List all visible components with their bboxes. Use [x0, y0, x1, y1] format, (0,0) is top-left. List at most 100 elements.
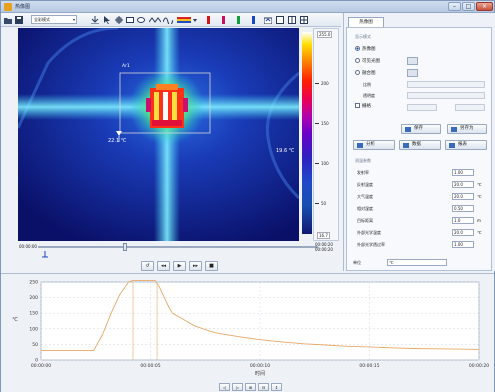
data-point: [119, 294, 121, 295]
y-axis-label: ℃: [12, 317, 18, 323]
crosshair-icon[interactable]: [115, 16, 123, 24]
data-button[interactable]: 数据: [399, 140, 441, 150]
transparency-input: [407, 92, 485, 99]
timeline-track[interactable]: [38, 246, 318, 248]
palette-icon[interactable]: [177, 16, 191, 24]
report-button[interactable]: 报表: [445, 140, 487, 150]
open-icon[interactable]: [4, 16, 12, 24]
param-label-humidity: 相对湿度: [357, 206, 373, 211]
red-marker-icon[interactable]: [206, 16, 211, 24]
thermal-image-view[interactable]: Ar1 22.1 ℃ 19.6 ℃: [18, 28, 299, 241]
title-bar: 热像图 – □ ×: [1, 1, 494, 13]
radio-thermal[interactable]: 热像图: [355, 46, 376, 52]
data-point: [456, 348, 458, 350]
data-point: [204, 329, 206, 331]
y-tick-label: 100: [29, 326, 38, 332]
data-point: [58, 350, 59, 351]
grid-checkbox[interactable]: 栅格: [355, 103, 371, 109]
data-point: [259, 339, 261, 341]
x-axis-label: 时间: [255, 370, 265, 377]
y-tick-label: 150: [29, 311, 38, 317]
zoom-in-button[interactable]: ⊞: [245, 383, 256, 391]
close-button[interactable]: ×: [476, 2, 493, 11]
data-point: [193, 325, 195, 327]
layout-1-icon[interactable]: [276, 16, 284, 24]
thermal-image: [18, 28, 299, 241]
scale-max-value[interactable]: 255.0: [317, 31, 333, 38]
tab-thermal[interactable]: 热像图: [348, 17, 384, 27]
download-icon[interactable]: [91, 16, 99, 24]
x-tick-label: 00:00:10: [250, 363, 270, 369]
radio-visible[interactable]: 可见光图: [355, 58, 380, 64]
analyze-button[interactable]: 分析: [353, 140, 395, 150]
rect-icon[interactable]: [126, 16, 134, 24]
radio-fusion[interactable]: 融合图: [355, 70, 376, 76]
param-label-ext-optics-trans: 外部光学透过率: [357, 242, 385, 247]
grid-y-input: [455, 104, 485, 111]
replay-button[interactable]: ↺: [141, 261, 154, 271]
data-point: [141, 280, 143, 281]
save-as-button[interactable]: 另存为: [447, 124, 487, 134]
maximize-button[interactable]: □: [462, 2, 475, 11]
param-input-distance[interactable]: 1.0: [452, 217, 474, 224]
save-panel-icon: [405, 127, 411, 132]
polyline-icon[interactable]: [149, 16, 161, 24]
green-marker-icon[interactable]: [236, 16, 241, 24]
layout-2-icon[interactable]: [288, 16, 296, 24]
minimize-button[interactable]: –: [448, 2, 461, 11]
temperature-line-chart[interactable]: 250 200 150 100 50 000:00:00 00:00:05 00:00:10 0…: [1, 274, 494, 379]
zoom-right-button[interactable]: ▷: [232, 383, 243, 391]
param-input-ext-optics-temp[interactable]: 20.0: [452, 229, 474, 236]
data-point: [80, 350, 81, 351]
data-point: [478, 349, 480, 350]
fast-forward-button[interactable]: ▸▸: [189, 261, 202, 271]
ratio-label: 比例: [363, 82, 371, 87]
zoom-left-button[interactable]: ◁: [219, 383, 230, 391]
param-label-atmos-temp: 大气温度: [357, 194, 373, 199]
param-input-reflected-temp[interactable]: 20.0: [452, 181, 474, 188]
window-title: 热像图: [15, 4, 31, 10]
stop-button[interactable]: ■: [205, 261, 218, 271]
param-input-emissivity[interactable]: 1.00: [452, 169, 474, 176]
ratio-input: [407, 81, 485, 88]
pointer-icon[interactable]: [103, 16, 111, 24]
param-label-distance: 目标距离: [357, 218, 373, 223]
data-point: [40, 350, 42, 351]
y-tick-label: 250: [29, 280, 38, 286]
data-point: [66, 350, 68, 351]
color-mode-select[interactable]: 全彩模式 ▾: [31, 15, 77, 24]
data-point: [110, 312, 112, 314]
curve-icon[interactable]: [163, 16, 173, 24]
scale-min-value[interactable]: 16.7: [317, 232, 330, 239]
palette-dropdown-icon[interactable]: [193, 16, 197, 24]
data-point: [172, 312, 173, 314]
ellipse-icon[interactable]: [137, 16, 145, 24]
transparency-label: 透明度: [363, 93, 375, 98]
rewind-button[interactable]: ◂◂: [157, 261, 170, 271]
roi-label: Ar1: [122, 64, 130, 69]
save-panel-button[interactable]: 保存: [401, 124, 441, 134]
timeline-thumb[interactable]: [123, 243, 127, 251]
x-tick-label: 00:00:15: [359, 363, 379, 369]
snapshot-icon[interactable]: [264, 16, 272, 24]
unit-select[interactable]: ℃: [387, 259, 447, 266]
play-button[interactable]: ▶: [173, 261, 186, 271]
x-tick-label: 00:00:20: [469, 363, 489, 369]
zoom-out-button[interactable]: ⊟: [258, 383, 269, 391]
param-input-atmos-temp[interactable]: 20.0: [452, 193, 474, 200]
data-point: [45, 350, 46, 351]
data-point: [158, 286, 160, 288]
param-input-ext-optics-trans[interactable]: 1.00: [452, 241, 474, 248]
layout-3-icon[interactable]: [300, 16, 308, 24]
data-point: [412, 348, 414, 349]
zoom-fit-button[interactable]: ↕: [271, 383, 282, 391]
timeline-marker-icon[interactable]: [41, 251, 49, 259]
param-input-humidity[interactable]: 0.50: [452, 205, 474, 212]
save-icon[interactable]: [15, 16, 23, 24]
data-point: [150, 280, 151, 281]
fusion-preview-icon: [407, 69, 418, 77]
data-point: [215, 332, 217, 334]
red-marker-2-icon[interactable]: [221, 16, 226, 24]
blue-marker-icon[interactable]: [251, 16, 256, 24]
unit-label: 单位: [353, 260, 361, 265]
